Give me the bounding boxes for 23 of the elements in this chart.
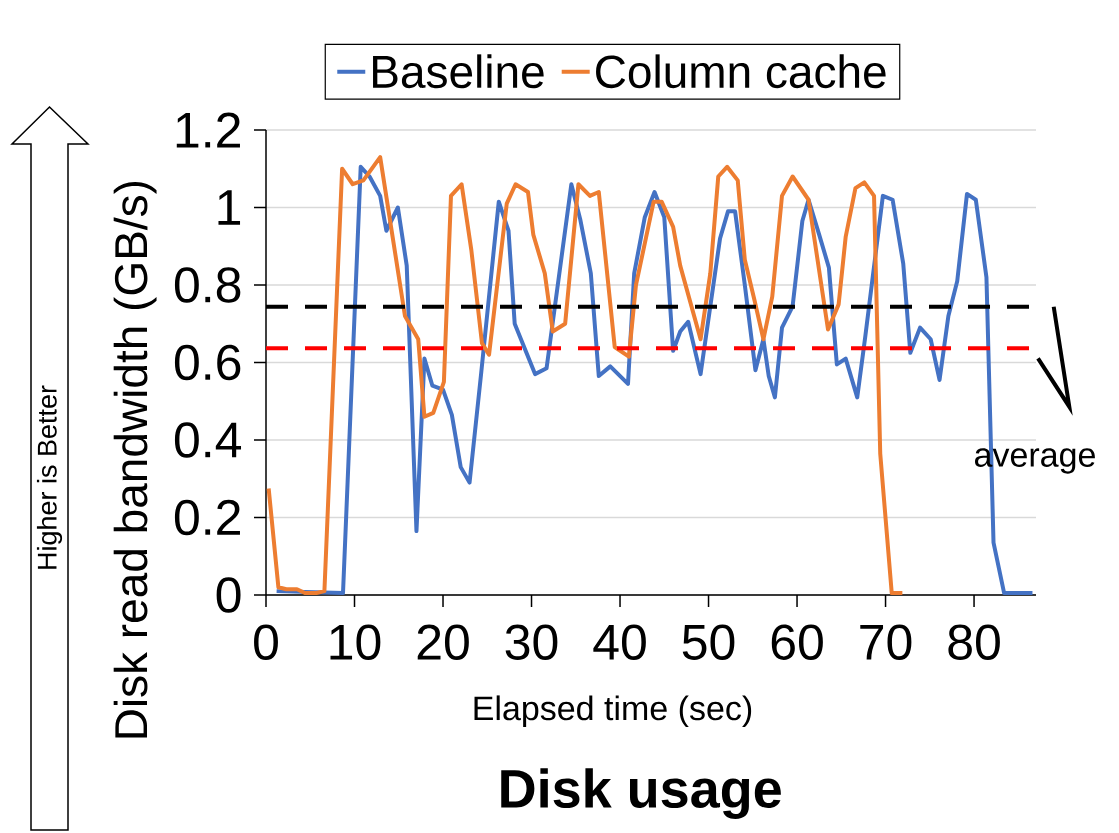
legend-label: Baseline — [373, 54, 544, 89]
x-tick-label: 20 — [417, 624, 469, 660]
legend-label: Column cache — [596, 54, 886, 89]
x-tick-label: 80 — [948, 624, 1000, 660]
x-axis-title: Elapsed time (sec) — [474, 695, 752, 728]
x-tick-label: 10 — [330, 624, 381, 660]
text: Disk usage — [501, 768, 781, 819]
y-tick-label: 0.8 — [174, 267, 241, 303]
x-tick-label: 50 — [682, 624, 735, 660]
y-axis-title: Disk read bandwidth (GB/s) — [113, 181, 157, 738]
y-tick-label: 0 — [216, 577, 241, 613]
y-tick-label: 0.6 — [174, 344, 241, 381]
y-tick-label: 1.2 — [176, 112, 240, 148]
x-tick-label: 0 — [254, 624, 278, 660]
x-tick-label: 30 — [505, 624, 558, 660]
x-tick-label: 40 — [593, 624, 646, 660]
text: Higher is Better — [36, 385, 63, 569]
x-tick-label: 60 — [771, 624, 823, 660]
y-tick-label: 0.2 — [174, 499, 240, 536]
line-series — [266, 155, 905, 596]
y-tick-label: 1 — [218, 190, 241, 225]
y-tick-label: 0.4 — [174, 422, 242, 458]
x-tick-label: 70 — [860, 624, 912, 660]
